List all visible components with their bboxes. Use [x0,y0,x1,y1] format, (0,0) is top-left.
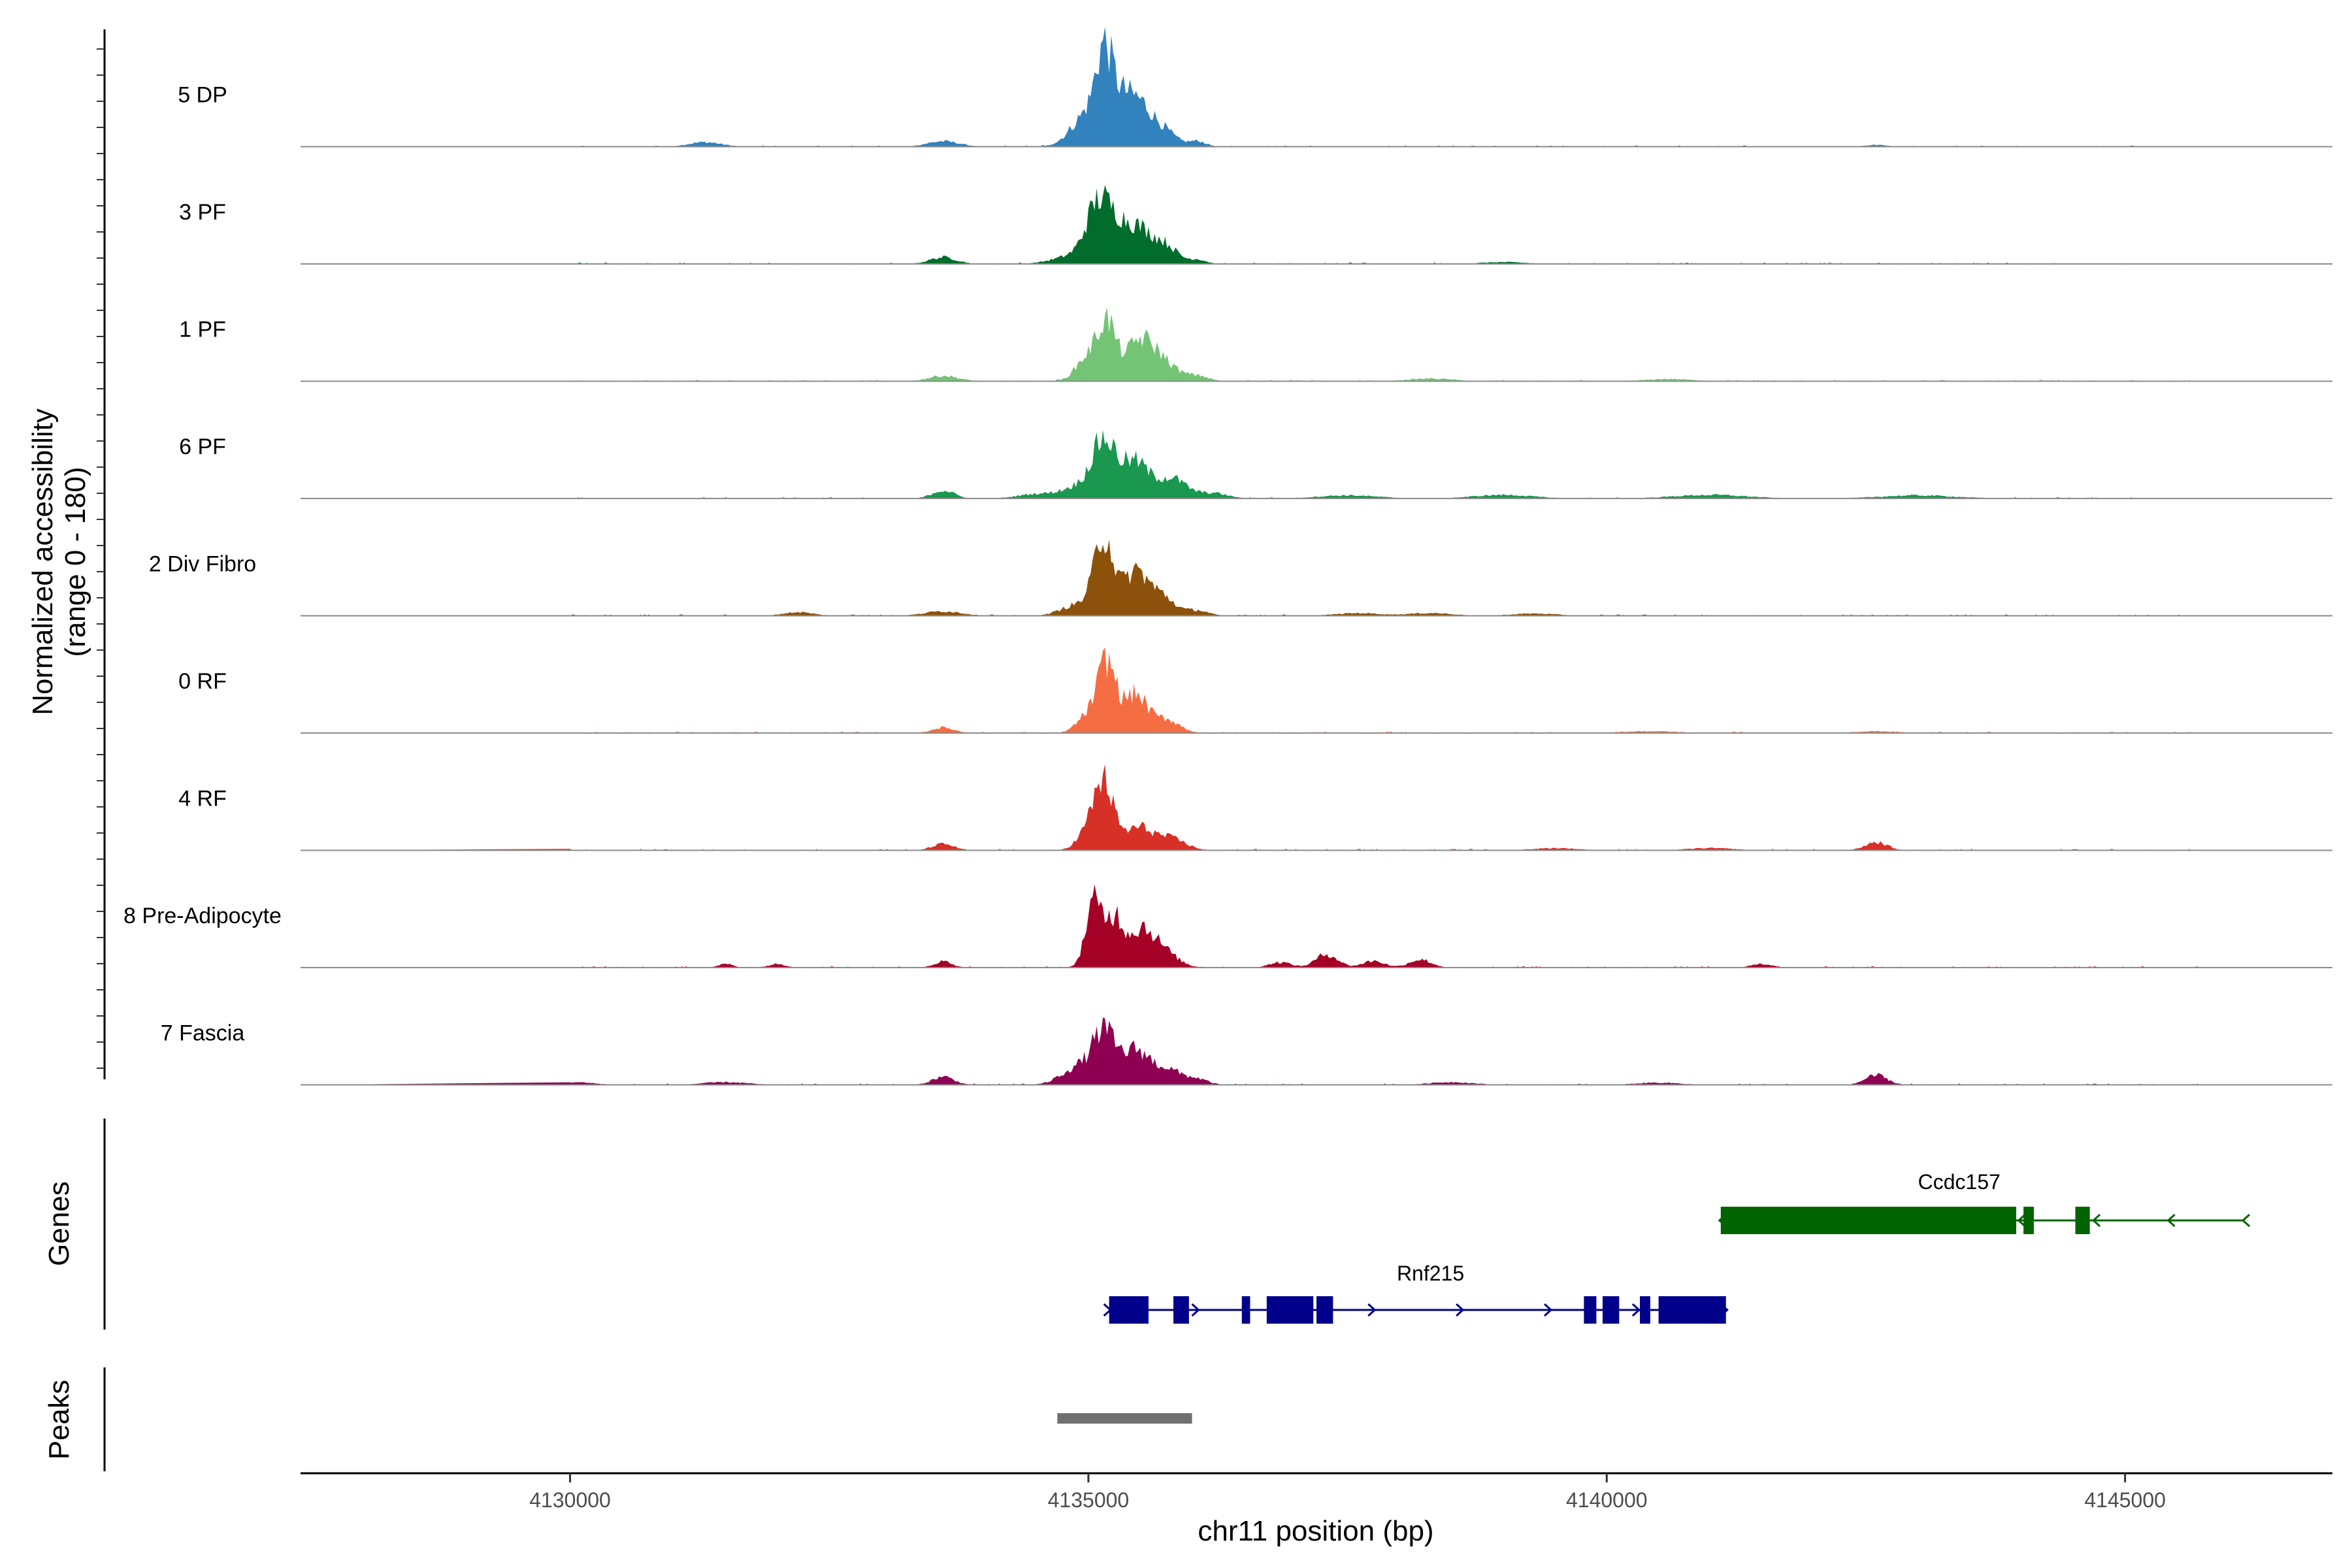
track-5-dp: 5 DP [178,26,2332,148]
exon [1316,1296,1333,1324]
gene-label: Ccdc157 [1918,1170,2001,1194]
strand-arrow [2166,1213,2176,1228]
strand-arrow [1456,1303,1465,1317]
track-label: 8 Pre-Adipocyte [123,904,282,928]
coverage-area [301,26,2198,147]
coverage-area [301,539,2198,616]
exon [2075,1207,2090,1234]
peaks-track [1057,1413,1192,1424]
coverage-area [301,1017,2198,1085]
exon [1241,1296,1250,1324]
gene-annotation-track: Ccdc157 Rnf215 [1103,1170,2251,1324]
x-tick-label: 4145000 [2084,1488,2166,1512]
strand-arrow [1544,1303,1553,1317]
track-0-rf: 0 RF [178,647,2332,734]
coverage-tracks: 5 DP 3 PF 1 PF 6 PF 2 Div Fibro 0 RF 4 RF 8 Pre… [123,26,2332,1086]
track-6-pf: 6 PF [179,430,2332,499]
coverage-area [301,430,2198,498]
gene-rnf215: Rnf215 [1103,1262,1729,1324]
track-4-rf: 4 RF [178,764,2332,851]
strand-arrow [2091,1213,2101,1228]
peak-region [1057,1413,1192,1424]
gene-ccdc157: Ccdc157 [1718,1170,2251,1234]
x-tick-label: 4140000 [1566,1488,1648,1512]
exon [2023,1207,2034,1234]
exon [1266,1296,1314,1324]
y-axis-title-line1: Normalized accessibility [27,408,59,715]
strand-arrow [2017,1213,2026,1228]
exon [1640,1296,1650,1324]
coverage-area [301,647,2198,733]
track-label: 3 PF [179,200,226,225]
track-label: 7 Fascia [161,1021,245,1046]
x-axis: 4130000 4135000 4140000 4145000 [301,1472,2332,1512]
track-label: 0 RF [178,669,227,694]
strand-arrow [2241,1213,2251,1228]
exon [1584,1296,1597,1324]
exon [1602,1296,1620,1324]
exon [1109,1296,1149,1324]
strand-arrow [1631,1303,1641,1317]
track-7-fascia: 7 Fascia [161,1017,2332,1086]
track-3-pf: 3 PF [179,185,2332,265]
x-tick-label: 4135000 [1048,1488,1130,1512]
coverage-area [301,307,2198,382]
track-label: 4 RF [178,787,227,811]
peaks-track-label: Peaks [43,1380,75,1460]
genes-track-label: Genes [43,1181,75,1266]
track-label: 5 DP [178,83,227,108]
exon [1720,1207,2017,1234]
coverage-area [301,884,2198,968]
y-axis-ticks [97,48,105,1069]
strand-arrow [1191,1303,1200,1317]
strand-arrow [1367,1303,1377,1317]
track-1-pf: 1 PF [179,307,2332,382]
track-label: 1 PF [179,318,226,342]
x-axis-title: chr11 position (bp) [1198,1515,1433,1547]
coverage-area [301,764,2198,851]
track-2-div-fibro: 2 Div Fibro [149,539,2332,617]
exon [1658,1296,1726,1324]
track-label: 2 Div Fibro [149,552,256,577]
y-axis-title-line2: (range 0 - 180) [59,466,91,657]
track-label: 6 PF [179,434,226,459]
x-tick-label: 4130000 [529,1488,611,1512]
gene-label: Rnf215 [1397,1262,1464,1285]
coverage-area [301,185,2198,264]
track-8-pre-adipocyte: 8 Pre-Adipocyte [123,884,2332,968]
exon [1173,1296,1189,1324]
